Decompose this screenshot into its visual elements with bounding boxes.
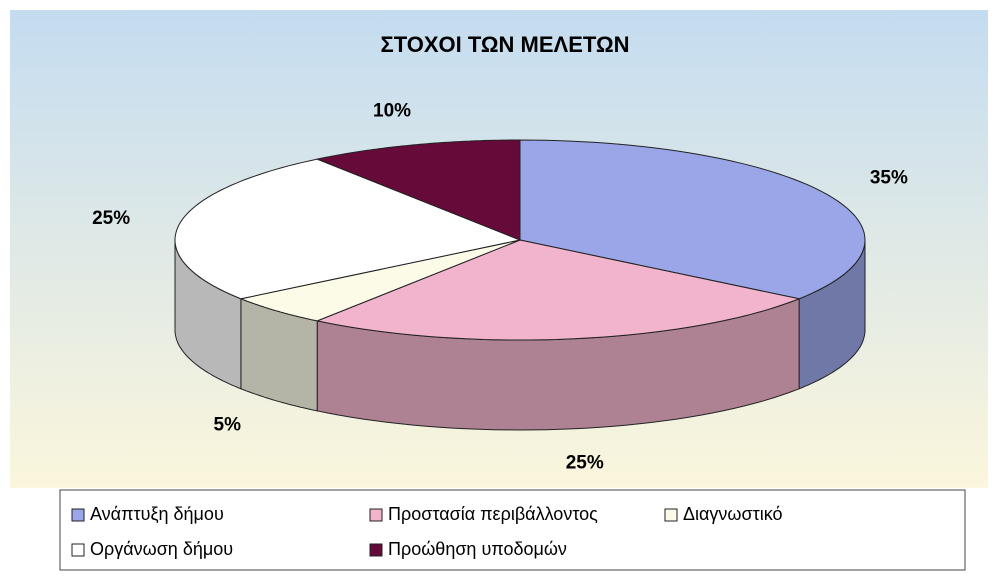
legend-swatch	[369, 543, 383, 557]
legend-label: Προστασία περιβάλλοντος	[388, 504, 598, 524]
legend-label: Διαγνωστικό	[683, 504, 783, 524]
data-label: 25%	[566, 452, 604, 473]
data-label: 35%	[870, 168, 908, 189]
legend-swatch	[71, 543, 85, 557]
slice	[315, 239, 801, 341]
legend-swatch	[71, 508, 85, 522]
legend-swatch	[664, 508, 678, 522]
legend-swatch	[369, 508, 383, 522]
data-label: 25%	[92, 208, 130, 229]
legend-label: Οργάνωση δήμου	[90, 539, 233, 559]
slice	[519, 139, 866, 300]
slice	[239, 239, 521, 322]
legend-box	[59, 489, 966, 571]
chart-title: ΣΤΟΧΟΙ ΤΩΝ ΜΕΛΕΤΩΝ	[381, 32, 630, 57]
data-label: 10%	[373, 101, 411, 122]
slice	[174, 158, 522, 300]
legend-label: Προώθηση υποδομών	[388, 539, 567, 559]
legend-label: Ανάπτυξη δήμου	[90, 504, 224, 524]
slice	[315, 139, 521, 241]
data-label: 5%	[214, 414, 242, 435]
